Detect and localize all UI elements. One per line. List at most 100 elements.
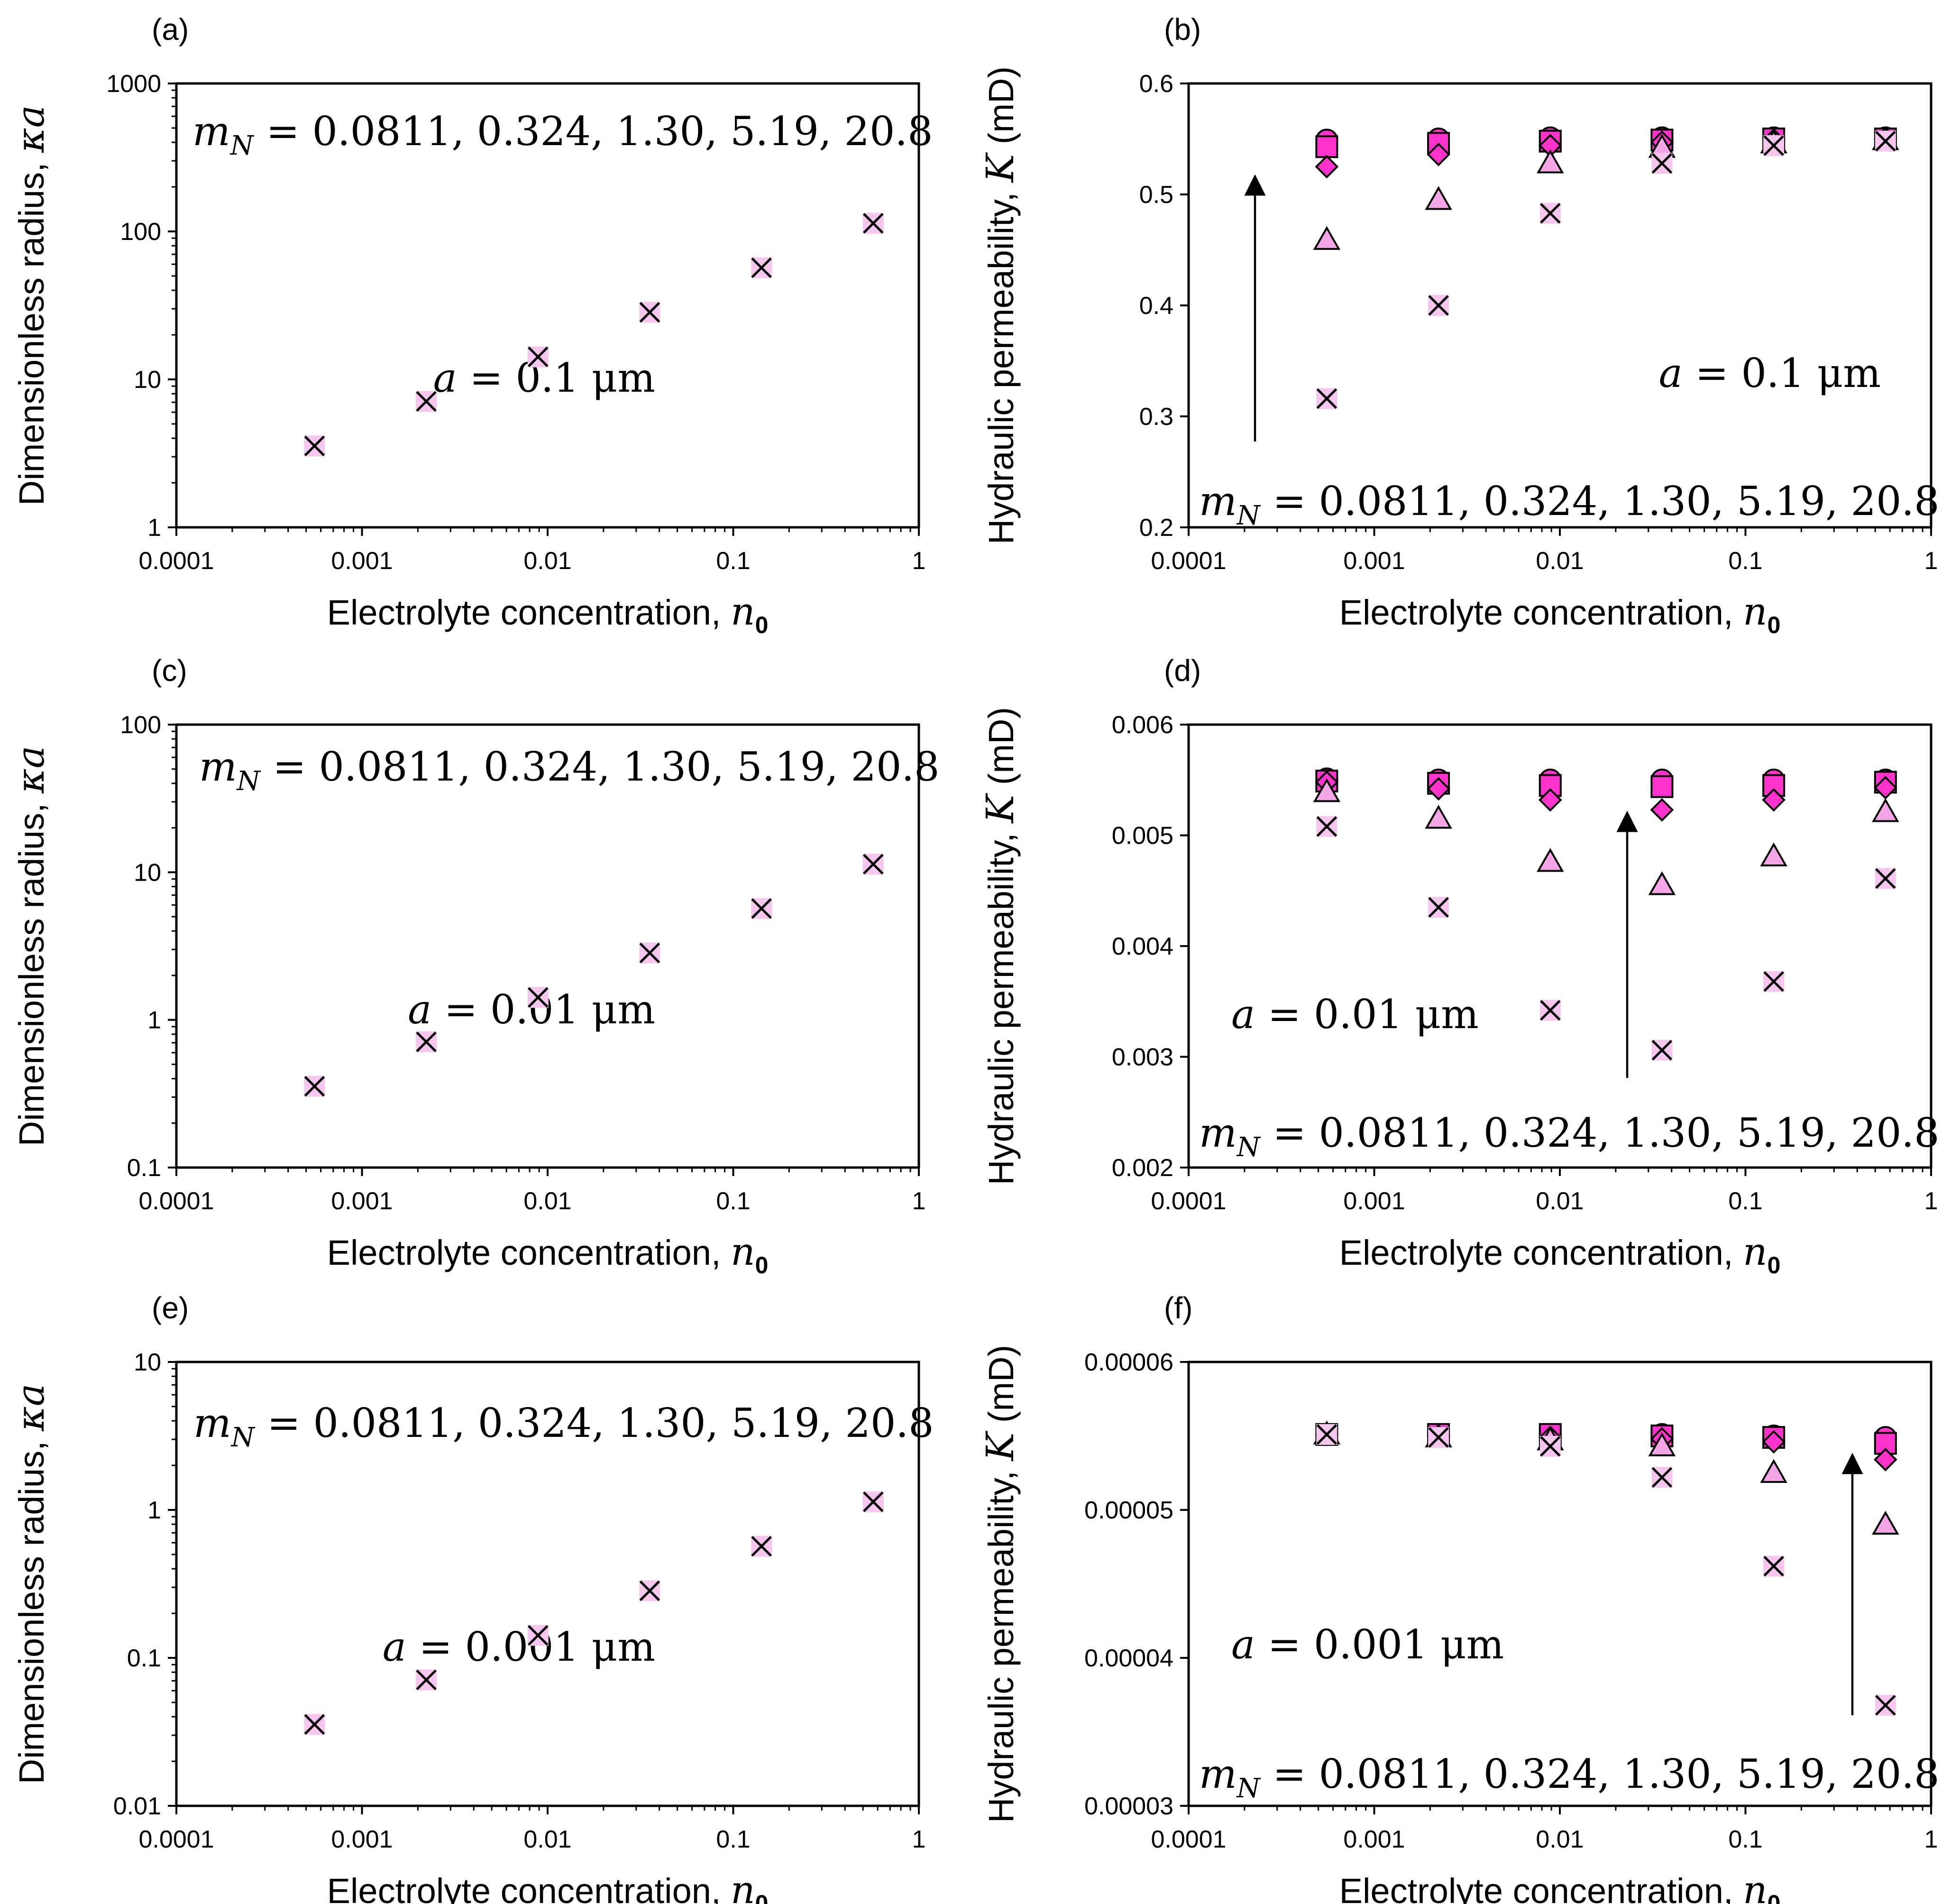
marker-cross-5 (1428, 897, 1449, 918)
mN-annotation: mN = 0.0811, 0.324, 1.30, 5.19, 20.8 (1199, 478, 1940, 531)
marker-triangle-4 (1313, 226, 1341, 250)
marker-diamond-3 (1873, 1448, 1897, 1472)
y-tick-label: 0.01 (113, 1793, 161, 1820)
marker-cross-5 (1875, 1695, 1896, 1716)
marker-cross (639, 942, 660, 964)
marker-cross-5 (1875, 130, 1896, 152)
y-tick-label: 0.1 (127, 1154, 161, 1182)
panel-label: (f) (1164, 1291, 1192, 1325)
y-tick-label: 1 (147, 1497, 161, 1524)
marker-triangle-4 (1425, 805, 1452, 829)
y-tick-label: 0.00003 (1084, 1793, 1173, 1820)
marker-triangle-4 (1537, 149, 1564, 174)
marker-triangle-4 (1313, 778, 1341, 802)
panel-d: 0.0001 0.001 0.01 0.1 10.0020.0030.0040.0050… (978, 653, 1940, 1279)
y-tick-label: 0.004 (1112, 933, 1173, 960)
data-markers (1313, 1420, 1899, 1716)
marker-diamond-3 (1427, 142, 1450, 166)
mN-annotation: mN = 0.0811, 0.324, 1.30, 5.19, 20.8 (1199, 1751, 1940, 1804)
x-axis-ticks: 0.0001 0.001 0.01 0.1 1 (1151, 527, 1938, 575)
marker-cross-5 (1428, 1427, 1449, 1448)
y-tick-label: 1 (147, 1007, 161, 1034)
marker-cross-5 (1651, 1467, 1673, 1488)
x-tick-label: 1 (1924, 1826, 1938, 1853)
x-axis-label: Electrolyte concentration, n0 (327, 1230, 769, 1279)
data-markers (304, 212, 884, 457)
marker-cross-5 (1651, 153, 1673, 174)
mN-annotation: mN = 0.0811, 0.324, 1.30, 5.19, 20.8 (192, 108, 933, 161)
y-tick-label: 100 (120, 711, 161, 739)
marker-diamond-3 (1315, 155, 1339, 179)
y-axis-ticks: 0.2 0.3 0.4 0.5 0.6 (1139, 70, 1189, 542)
radius-annotation: a = 0.001 μm (383, 1624, 655, 1670)
y-axis-ticks: 0.1 1 10 100 (120, 711, 176, 1182)
x-axis-label: Electrolyte concentration, n0 (327, 1868, 769, 1904)
x-tick-label: 1 (912, 1826, 926, 1853)
panel-label: (b) (1164, 12, 1201, 46)
marker-cross-5 (1763, 1555, 1784, 1577)
x-tick-label: 0.01 (523, 1187, 571, 1215)
radius-annotation: a = 0.001 μm (1231, 1621, 1504, 1668)
marker-triangle-4 (1648, 871, 1676, 895)
y-tick-label: 10 (134, 1349, 161, 1376)
x-tick-label: 0.001 (1343, 1826, 1405, 1853)
mN-annotation: mN = 0.0811, 0.324, 1.30, 5.19, 20.8 (1199, 1110, 1940, 1163)
marker-cross-5 (1540, 1436, 1561, 1457)
x-tick-label: 0.1 (716, 1826, 750, 1853)
y-tick-label: 0.002 (1112, 1154, 1173, 1182)
y-axis-label: Hydraulic permeability, K (mD) (978, 1345, 1022, 1823)
marker-triangle-4 (1648, 1432, 1676, 1456)
x-tick-label: 0.001 (331, 1826, 393, 1853)
marker-cross (528, 346, 549, 368)
x-axis-ticks: 0.0001 0.001 0.01 0.1 1 (1151, 1168, 1938, 1215)
x-axis-label: Electrolyte concentration, n0 (1339, 1230, 1781, 1279)
marker-cross (863, 854, 884, 874)
panel-label: (e) (152, 1291, 189, 1325)
y-tick-label: 10 (134, 366, 161, 394)
y-tick-label: 0.4 (1139, 292, 1173, 320)
x-axis-label: Electrolyte concentration, n0 (1339, 1868, 1781, 1904)
x-tick-label: 1 (1924, 1187, 1938, 1215)
y-tick-label: 0.00006 (1084, 1349, 1173, 1376)
x-tick-label: 1 (912, 1187, 926, 1215)
marker-cross-5 (1763, 135, 1784, 156)
y-tick-label: 0.1 (127, 1645, 161, 1672)
panel-label: (c) (152, 653, 187, 688)
marker-diamond-3 (1873, 776, 1897, 800)
y-axis-label: Dimensionless radius, κa (9, 1384, 53, 1784)
marker-square-2 (1650, 775, 1674, 798)
x-tick-label: 0.01 (523, 547, 571, 575)
data-markers (1313, 126, 1899, 409)
mN-annotation: mN = 0.0811, 0.324, 1.30, 5.19, 20.8 (199, 744, 940, 797)
radius-annotation: a = 0.1 μm (1659, 350, 1881, 396)
x-tick-label: 0.01 (1536, 1826, 1584, 1853)
marker-cross (751, 898, 772, 919)
marker-cross-5 (1316, 388, 1337, 409)
marker-diamond-3 (1762, 1430, 1786, 1454)
y-tick-label: 0.2 (1139, 514, 1173, 542)
data-markers (304, 854, 884, 1097)
x-axis-label: Electrolyte concentration, n0 (1339, 589, 1781, 638)
x-tick-label: 1 (1924, 547, 1938, 575)
y-tick-label: 0.00005 (1084, 1497, 1173, 1524)
x-tick-label: 0.01 (1536, 1187, 1584, 1215)
y-axis-ticks: 0.00003 0.00004 0.00005 0.00006 (1084, 1349, 1189, 1820)
y-axis-ticks: 0.002 0.003 0.004 0.005 0.006 (1112, 711, 1189, 1182)
marker-cross-5 (1428, 295, 1449, 316)
y-tick-label: 0.5 (1139, 181, 1173, 209)
marker-cross-5 (1316, 816, 1337, 837)
y-axis-label: Dimensionless radius, κa (9, 746, 53, 1147)
marker-cross (528, 987, 549, 1008)
marker-triangle-4 (1425, 186, 1452, 210)
data-markers (1313, 767, 1899, 1061)
marker-cross (863, 1491, 884, 1512)
y-tick-label: 0.3 (1139, 403, 1173, 431)
panel-label: (d) (1164, 653, 1201, 688)
marker-cross (751, 257, 772, 278)
marker-cross (416, 1669, 437, 1691)
marker-cross-5 (1763, 971, 1784, 992)
x-axis-ticks: 0.0001 0.001 0.01 0.1 1 (1151, 1806, 1938, 1853)
x-tick-label: 0.0001 (138, 1187, 214, 1215)
